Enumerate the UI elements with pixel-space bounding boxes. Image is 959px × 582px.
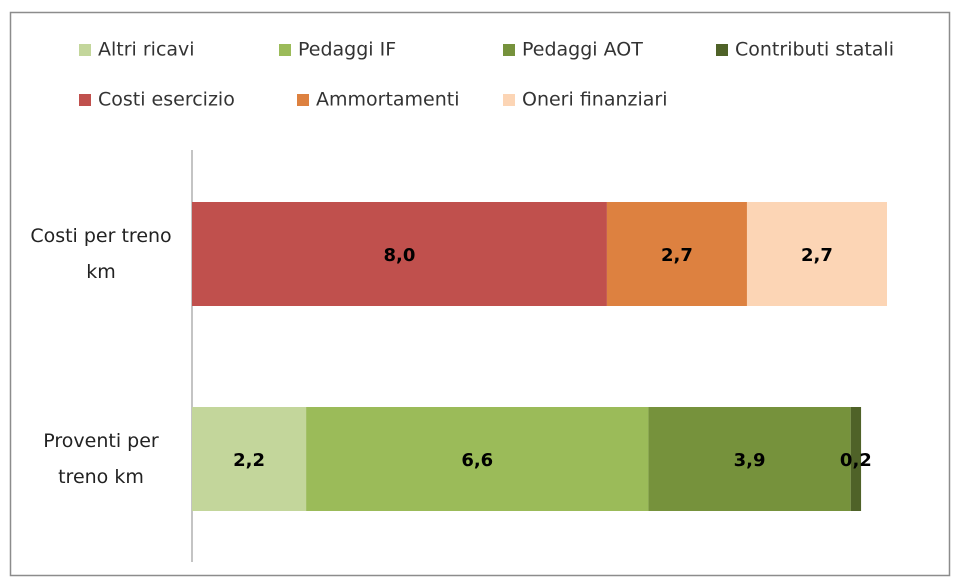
- legend-label: Contributi statali: [735, 39, 894, 61]
- bar-segment: [306, 407, 649, 511]
- data-label: 0,2: [840, 450, 872, 471]
- chart-frame: [9, 11, 951, 577]
- data-label: 2,2: [233, 450, 265, 471]
- legend-label: Oneri finanziari: [522, 89, 668, 111]
- data-label: 2,7: [661, 245, 693, 266]
- category-label: Proventi per treno km: [43, 430, 159, 488]
- legend-swatch: [79, 94, 91, 106]
- category-label: Costi per treno km: [30, 225, 172, 283]
- bar-segment: [606, 202, 747, 306]
- legend-label: Pedaggi AOT: [522, 39, 643, 61]
- legend-label: Pedaggi IF: [298, 39, 396, 61]
- legend-swatch: [503, 94, 515, 106]
- bar-segment: [850, 407, 862, 511]
- legend-label: Costi esercizio: [98, 89, 235, 111]
- legend-swatch: [279, 44, 291, 56]
- legend-label: Altri ricavi: [98, 39, 195, 61]
- legend-swatch: [297, 94, 309, 106]
- legend-swatch: [503, 44, 515, 56]
- bar-segment: [192, 202, 607, 306]
- data-label: 8,0: [384, 245, 416, 266]
- legend-swatch: [716, 44, 728, 56]
- bar-segment: [648, 407, 851, 511]
- bar-segment: [746, 202, 887, 306]
- data-label: 6,6: [461, 450, 493, 471]
- bar-segment: [192, 407, 307, 511]
- legend-label: Ammortamenti: [316, 89, 460, 111]
- legend-swatch: [79, 44, 91, 56]
- data-label: 3,9: [734, 450, 766, 471]
- data-label: 2,7: [801, 245, 833, 266]
